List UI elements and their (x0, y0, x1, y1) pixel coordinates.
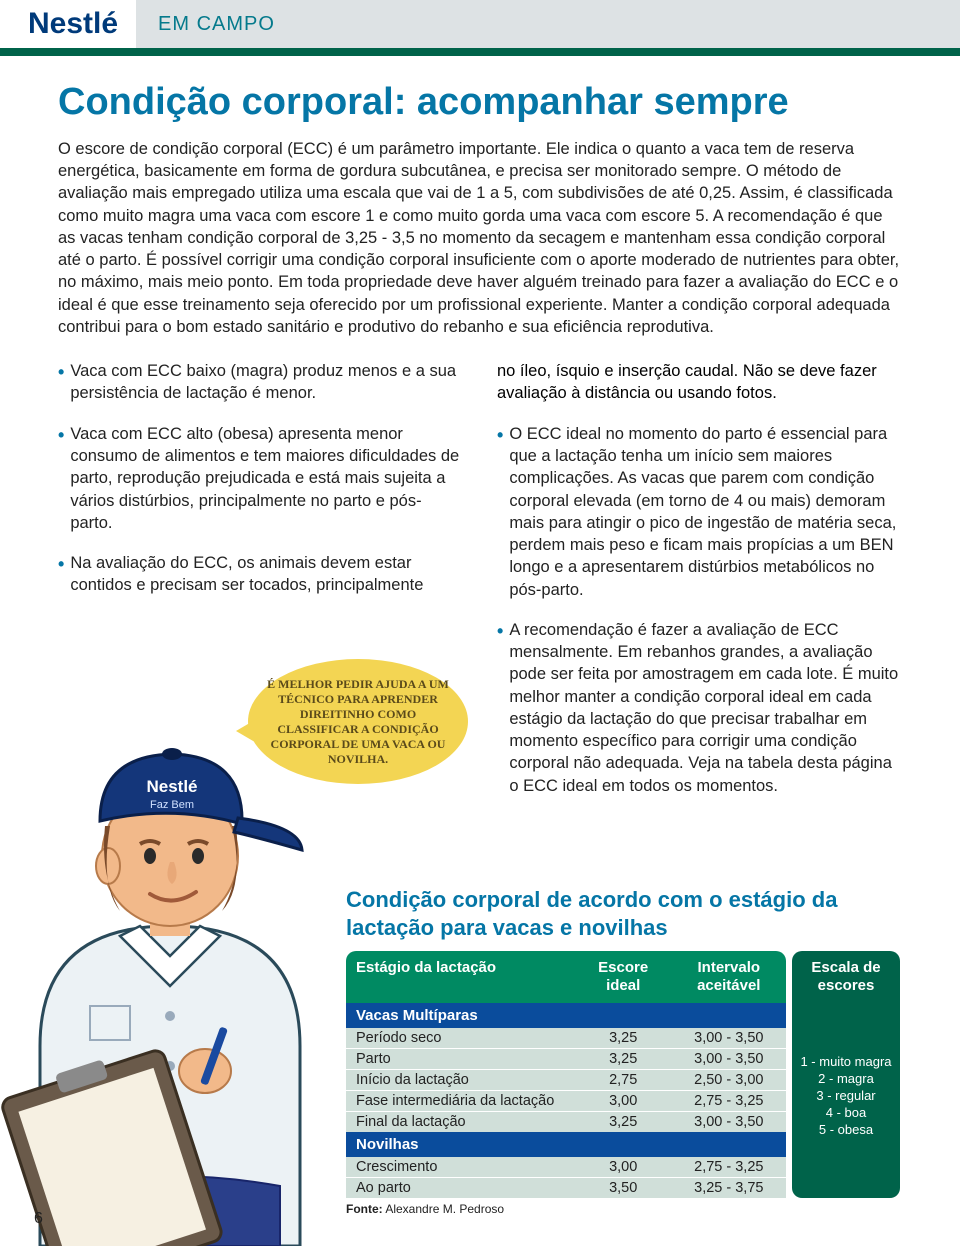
cell: 3,25 (575, 1049, 672, 1069)
table-row: Crescimento3,002,75 - 3,25 (346, 1157, 786, 1177)
bullet-item: •Na avaliação do ECC, os animais devem e… (58, 552, 463, 597)
table-row: Parto3,253,00 - 3,50 (346, 1048, 786, 1069)
article-title: Condição corporal: acompanhar sempre (58, 82, 902, 124)
divider-bar (0, 48, 960, 56)
scale-item: 2 - magra (792, 1071, 900, 1086)
svg-text:Nestlé: Nestlé (146, 777, 197, 796)
table-row: Início da lactação2,752,50 - 3,00 (346, 1069, 786, 1090)
section-label: EM CAMPO (136, 0, 960, 48)
cell: 3,00 (575, 1091, 672, 1111)
cell: 2,75 (575, 1070, 672, 1090)
table-row: Período seco3,253,00 - 3,50 (346, 1028, 786, 1048)
main-table: Estágio da lactação Escore ideal Interva… (346, 951, 786, 1198)
cell: 3,25 - 3,75 (672, 1178, 786, 1198)
section-row: Vacas Multíparas (346, 1003, 786, 1028)
speech-bubble: É MELHOR PEDIR AJUDA A UM TÉCNICO PARA A… (248, 659, 468, 784)
bullet-icon: • (58, 360, 64, 405)
table-row: Fase intermediária da lactação3,002,75 -… (346, 1090, 786, 1111)
col-header: Escore ideal (575, 951, 672, 1003)
bullet-item: •Vaca com ECC baixo (magra) produz menos… (58, 360, 463, 405)
cell: Ao parto (346, 1178, 575, 1198)
character-illustration: Nestlé Faz Bem É MELHOR PEDIR AJUDA A UM… (0, 626, 350, 1246)
section-row: Novilhas (346, 1132, 786, 1157)
cell: Fase intermediária da lactação (346, 1091, 575, 1111)
right-column: no íleo, ísquio e inserção caudal. Não s… (497, 360, 902, 815)
cell: 2,75 - 3,25 (672, 1091, 786, 1111)
bullet-icon: • (58, 423, 64, 534)
cell: 3,00 - 3,50 (672, 1028, 786, 1048)
scale-item: 5 - obesa (792, 1122, 900, 1137)
cell: Parto (346, 1049, 575, 1069)
bullet-item: •O ECC ideal no momento do parto é essen… (497, 423, 902, 601)
scale-header: Escala de escores (792, 951, 900, 1003)
table-title: Condição corporal de acordo com o estági… (346, 886, 900, 941)
cell: 3,25 (575, 1028, 672, 1048)
cell: 3,00 - 3,50 (672, 1049, 786, 1069)
cell: 3,50 (575, 1178, 672, 1198)
score-scale: Escala de escores 1 - muito magra 2 - mag… (792, 951, 900, 1198)
continuation-text: no íleo, ísquio e inserção caudal. Não s… (497, 360, 902, 405)
table-row: Final da lactação3,253,00 - 3,50 (346, 1111, 786, 1132)
bullet-icon: • (58, 552, 64, 597)
scale-item: 3 - regular (792, 1088, 900, 1103)
col-header: Estágio da lactação (346, 951, 575, 1003)
ecc-table-area: Condição corporal de acordo com o estági… (346, 886, 900, 1216)
bullet-item: •Vaca com ECC alto (obesa) apresenta men… (58, 423, 463, 534)
bullet-item: •A recomendação é fazer a avaliação de E… (497, 619, 902, 797)
intro-paragraph: O escore de condição corporal (ECC) é um… (58, 138, 902, 338)
cell: 3,00 - 3,50 (672, 1112, 786, 1132)
page-number: 6 (34, 1210, 43, 1228)
svg-text:Faz Bem: Faz Bem (150, 799, 194, 811)
scale-item: 4 - boa (792, 1105, 900, 1120)
cell: 3,25 (575, 1112, 672, 1132)
speech-text: É MELHOR PEDIR AJUDA A UM TÉCNICO PARA A… (248, 659, 468, 784)
cell: Final da lactação (346, 1112, 575, 1132)
table-wrap: Estágio da lactação Escore ideal Interva… (346, 951, 900, 1198)
cell: 2,75 - 3,25 (672, 1157, 786, 1177)
cell: 3,00 (575, 1157, 672, 1177)
scale-body: 1 - muito magra 2 - magra 3 - regular 4 - b… (792, 1003, 900, 1198)
table-source: Fonte: Alexandre M. Pedroso (346, 1202, 900, 1216)
bullet-icon: • (497, 619, 503, 797)
cell: Período seco (346, 1028, 575, 1048)
cell: Crescimento (346, 1157, 575, 1177)
cell: 2,50 - 3,00 (672, 1070, 786, 1090)
page-header: Nestlé EM CAMPO (0, 0, 960, 48)
table-header-row: Estágio da lactação Escore ideal Interva… (346, 951, 786, 1003)
cell: Início da lactação (346, 1070, 575, 1090)
scale-item: 1 - muito magra (792, 1054, 900, 1069)
table-row: Ao parto3,503,25 - 3,75 (346, 1177, 786, 1198)
bullet-icon: • (497, 423, 503, 601)
col-header: Intervalo aceitável (672, 951, 786, 1003)
brand-logo: Nestlé (0, 0, 136, 48)
